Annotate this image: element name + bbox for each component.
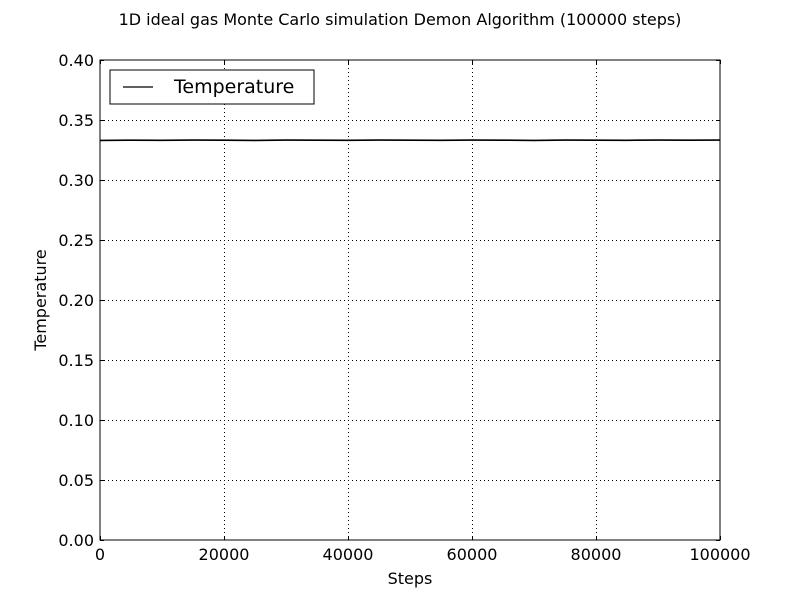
x-tick-label: 20000 [199, 545, 250, 564]
x-tick-label: 60000 [447, 545, 498, 564]
y-tick-label: 0.20 [58, 291, 94, 310]
y-tick-label: 0.15 [58, 351, 94, 370]
y-axis-tick-labels: 0.00 0.05 0.10 0.15 0.20 0.25 0.30 0.35 0.40 [58, 51, 94, 550]
x-tick-label: 100000 [689, 545, 750, 564]
x-tick-label: 40000 [323, 545, 374, 564]
legend: Temperature [109, 69, 315, 105]
x-axis-tick-labels: 0 20000 40000 60000 80000 100000 [95, 545, 751, 564]
y-axis-label: Temperature [31, 249, 50, 351]
axis-ticks [100, 60, 721, 541]
y-tick-label: 0.10 [58, 411, 94, 430]
chart-title: 1D ideal gas Monte Carlo simulation Demo… [119, 10, 682, 29]
y-tick-label: 0.35 [58, 111, 94, 130]
y-tick-label: 0.00 [58, 531, 94, 550]
x-axis-label: Steps [388, 569, 433, 588]
y-tick-label: 0.25 [58, 231, 94, 250]
x-tick-label: 0 [95, 545, 105, 564]
x-tick-label: 80000 [571, 545, 622, 564]
legend-label-temperature: Temperature [173, 76, 294, 98]
y-tick-label: 0.30 [58, 171, 94, 190]
y-tick-label: 0.05 [58, 471, 94, 490]
y-tick-label: 0.40 [58, 51, 94, 70]
